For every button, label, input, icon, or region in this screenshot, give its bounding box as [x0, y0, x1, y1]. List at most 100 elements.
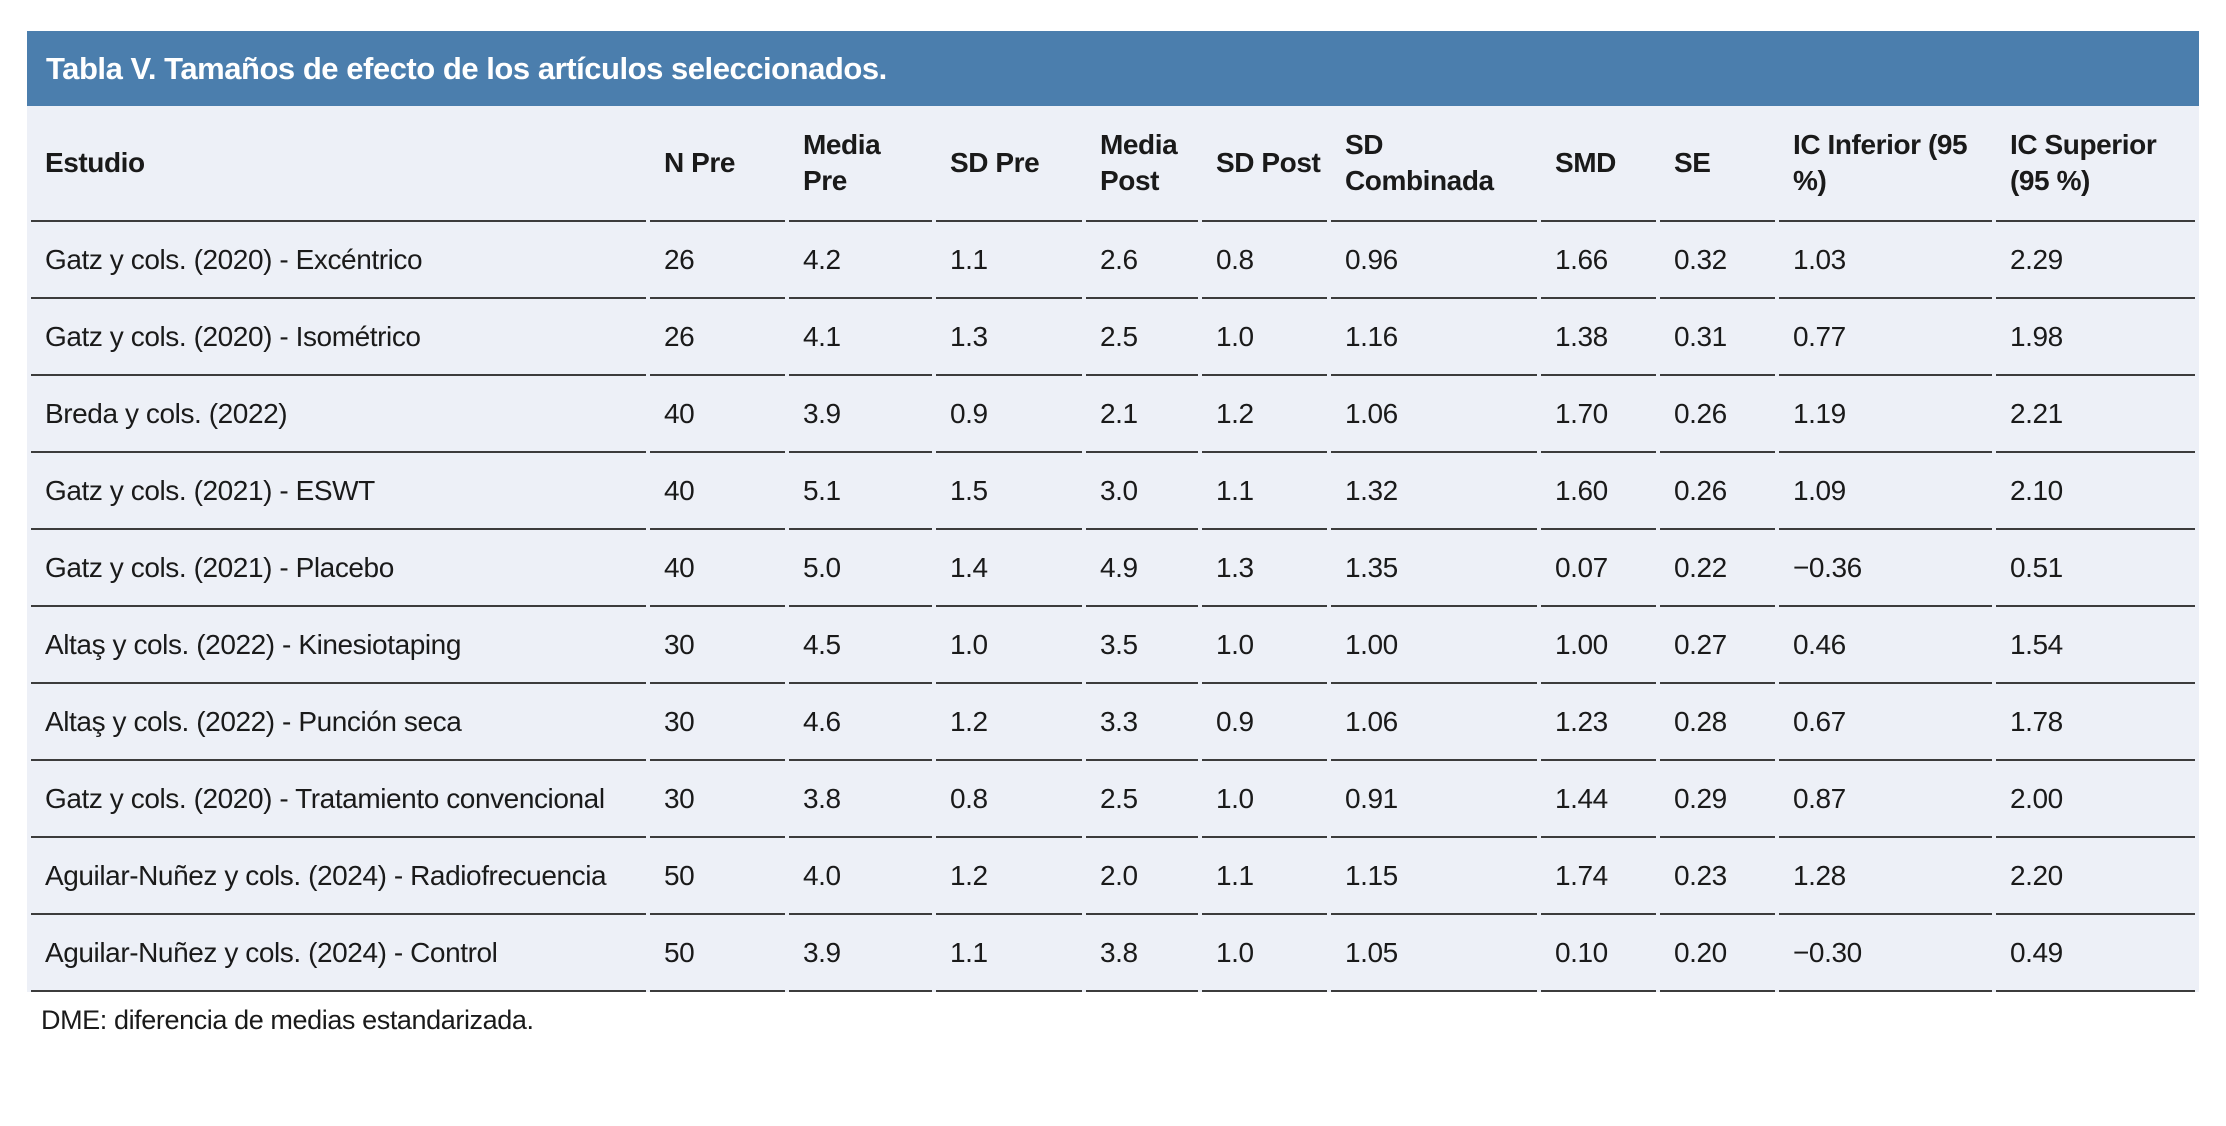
cell-sd-post: 1.1 [1202, 838, 1327, 915]
cell-ic-inferior: 1.03 [1779, 222, 1992, 299]
table-body: Gatz y cols. (2020) - Excéntrico 26 4.2 1.1… [31, 222, 2195, 992]
cell-n-pre: 26 [650, 299, 785, 376]
table-title: Tabla V. Tamaños de efecto de los artícu… [46, 50, 887, 86]
column-header-smd: SMD [1541, 106, 1656, 222]
column-header-sd-post: SD Post [1202, 106, 1327, 222]
cell-smd: 1.44 [1541, 761, 1656, 838]
column-header-estudio: Estudio [31, 106, 646, 222]
cell-sd-pre: 0.9 [936, 376, 1082, 453]
header-row: Estudio N Pre Media Pre SD Pre Media Pos… [31, 106, 2195, 222]
table-row: Altaş y cols. (2022) - Punción seca 30 4.6… [31, 684, 2195, 761]
cell-study: Gatz y cols. (2021) - Placebo [31, 530, 646, 607]
cell-media-pre: 4.2 [789, 222, 932, 299]
column-header-ic-inferior: IC Inferior (95 %) [1779, 106, 1992, 222]
cell-sd-combinada: 1.06 [1331, 684, 1537, 761]
column-header-media-post: Media Post [1086, 106, 1198, 222]
cell-ic-inferior: 1.19 [1779, 376, 1992, 453]
cell-media-post: 4.9 [1086, 530, 1198, 607]
table-footnote: DME: diferencia de medias estandarizada. [41, 1005, 534, 1035]
table-title-bar: Tabla V. Tamaños de efecto de los artícu… [27, 31, 2199, 106]
cell-n-pre: 50 [650, 915, 785, 992]
cell-media-post: 2.1 [1086, 376, 1198, 453]
cell-media-post: 2.5 [1086, 299, 1198, 376]
column-header-n-pre: N Pre [650, 106, 785, 222]
cell-n-pre: 30 [650, 761, 785, 838]
cell-media-pre: 3.9 [789, 915, 932, 992]
cell-ic-superior: 2.21 [1996, 376, 2195, 453]
cell-ic-inferior: 0.46 [1779, 607, 1992, 684]
cell-study: Gatz y cols. (2020) - Isométrico [31, 299, 646, 376]
cell-sd-post: 1.2 [1202, 376, 1327, 453]
cell-n-pre: 40 [650, 453, 785, 530]
cell-sd-post: 0.9 [1202, 684, 1327, 761]
cell-smd: 1.60 [1541, 453, 1656, 530]
cell-sd-combinada: 1.35 [1331, 530, 1537, 607]
cell-sd-combinada: 1.16 [1331, 299, 1537, 376]
cell-sd-post: 0.8 [1202, 222, 1327, 299]
cell-media-post: 3.3 [1086, 684, 1198, 761]
cell-ic-superior: 0.51 [1996, 530, 2195, 607]
cell-study: Breda y cols. (2022) [31, 376, 646, 453]
cell-n-pre: 26 [650, 222, 785, 299]
cell-smd: 0.10 [1541, 915, 1656, 992]
cell-se: 0.28 [1660, 684, 1775, 761]
cell-media-post: 2.6 [1086, 222, 1198, 299]
cell-media-pre: 5.1 [789, 453, 932, 530]
cell-sd-combinada: 0.96 [1331, 222, 1537, 299]
cell-sd-pre: 1.4 [936, 530, 1082, 607]
cell-media-pre: 3.8 [789, 761, 932, 838]
cell-sd-pre: 1.2 [936, 838, 1082, 915]
cell-study: Gatz y cols. (2020) - Tratamiento conven… [31, 761, 646, 838]
effect-sizes-table: Estudio N Pre Media Pre SD Pre Media Pos… [27, 106, 2199, 992]
cell-study: Altaş y cols. (2022) - Punción seca [31, 684, 646, 761]
table-row: Aguilar-Nuñez y cols. (2024) - Radiofrec… [31, 838, 2195, 915]
cell-sd-pre: 1.0 [936, 607, 1082, 684]
column-header-ic-superior: IC Superior (95 %) [1996, 106, 2195, 222]
table-header: Estudio N Pre Media Pre SD Pre Media Pos… [31, 106, 2195, 222]
cell-ic-inferior: 0.87 [1779, 761, 1992, 838]
cell-n-pre: 40 [650, 376, 785, 453]
cell-n-pre: 40 [650, 530, 785, 607]
cell-sd-post: 1.0 [1202, 761, 1327, 838]
cell-sd-post: 1.1 [1202, 453, 1327, 530]
cell-smd: 1.00 [1541, 607, 1656, 684]
cell-se: 0.22 [1660, 530, 1775, 607]
cell-study: Altaş y cols. (2022) - Kinesiotaping [31, 607, 646, 684]
cell-ic-inferior: 1.28 [1779, 838, 1992, 915]
cell-se: 0.27 [1660, 607, 1775, 684]
table-row: Altaş y cols. (2022) - Kinesiotaping 30 4.… [31, 607, 2195, 684]
cell-media-post: 2.5 [1086, 761, 1198, 838]
cell-study: Gatz y cols. (2021) - ESWT [31, 453, 646, 530]
cell-sd-pre: 1.3 [936, 299, 1082, 376]
cell-se: 0.32 [1660, 222, 1775, 299]
cell-se: 0.20 [1660, 915, 1775, 992]
table-row: Gatz y cols. (2021) - Placebo 40 5.0 1.4 4.9… [31, 530, 2195, 607]
table-row: Gatz y cols. (2021) - ESWT 40 5.1 1.5 3.0 1.1… [31, 453, 2195, 530]
cell-ic-inferior: 0.67 [1779, 684, 1992, 761]
column-header-media-pre: Media Pre [789, 106, 932, 222]
cell-sd-combinada: 0.91 [1331, 761, 1537, 838]
cell-sd-pre: 0.8 [936, 761, 1082, 838]
cell-sd-post: 1.0 [1202, 299, 1327, 376]
cell-media-post: 3.8 [1086, 915, 1198, 992]
cell-media-pre: 4.6 [789, 684, 932, 761]
effects-table-container: Tabla V. Tamaños de efecto de los artícu… [27, 31, 2199, 1036]
cell-sd-combinada: 1.32 [1331, 453, 1537, 530]
cell-sd-combinada: 1.05 [1331, 915, 1537, 992]
cell-media-pre: 4.0 [789, 838, 932, 915]
cell-smd: 1.66 [1541, 222, 1656, 299]
cell-se: 0.23 [1660, 838, 1775, 915]
cell-study: Gatz y cols. (2020) - Excéntrico [31, 222, 646, 299]
cell-sd-pre: 1.1 [936, 915, 1082, 992]
cell-ic-inferior: −0.30 [1779, 915, 1992, 992]
table-row: Breda y cols. (2022) 40 3.9 0.9 2.1 1.2 1.06 1.… [31, 376, 2195, 453]
cell-smd: 1.70 [1541, 376, 1656, 453]
cell-sd-pre: 1.5 [936, 453, 1082, 530]
cell-n-pre: 50 [650, 838, 785, 915]
cell-smd: 1.38 [1541, 299, 1656, 376]
cell-sd-post: 1.3 [1202, 530, 1327, 607]
cell-n-pre: 30 [650, 607, 785, 684]
cell-ic-inferior: −0.36 [1779, 530, 1992, 607]
cell-sd-combinada: 1.00 [1331, 607, 1537, 684]
cell-ic-inferior: 0.77 [1779, 299, 1992, 376]
